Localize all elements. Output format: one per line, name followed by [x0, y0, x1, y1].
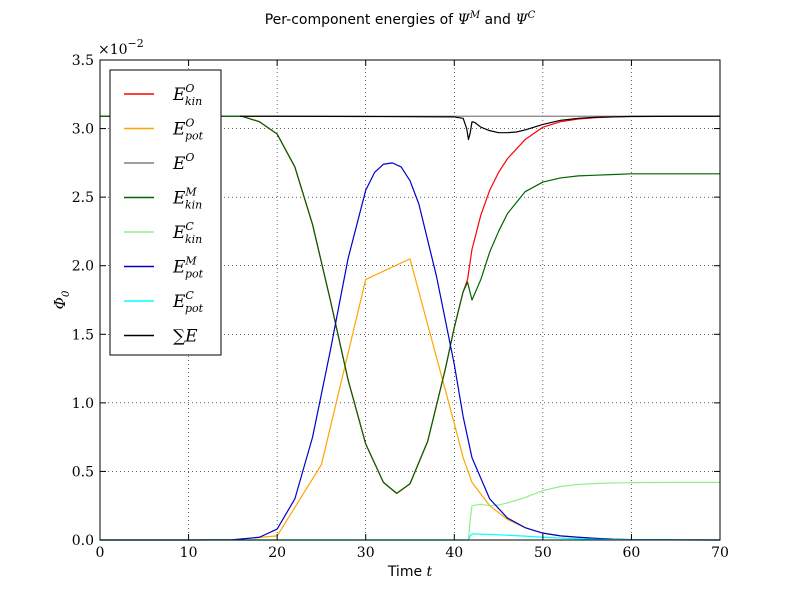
chart-title-psi-m-sup: M — [469, 10, 481, 21]
legend-label-sub: kin — [185, 95, 202, 108]
series-line-4 — [100, 481, 720, 541]
y-tick-label: 1.5 — [72, 327, 94, 343]
legend-label-sup: M — [184, 186, 197, 199]
chart-title-mid: and — [480, 12, 515, 28]
legend-label-base: ∑E — [173, 327, 198, 347]
legend-label: EM kin — [172, 186, 202, 212]
legend-label-sup: M — [184, 255, 197, 268]
y-tick-label: 0.5 — [72, 464, 94, 480]
legend-label-base: E — [172, 189, 186, 209]
axis-ticks — [99, 59, 721, 541]
legend-label-sub: kin — [185, 233, 202, 246]
legend-label-sup: O — [185, 82, 194, 95]
series-line-7 — [239, 115, 720, 141]
legend-label-sup: C — [185, 289, 194, 302]
y-tick-label: 3.0 — [72, 122, 94, 138]
legend-label: EC pot — [172, 289, 204, 315]
x-axis-label-text: Time — [387, 564, 427, 580]
series-line-5 — [100, 162, 721, 541]
y-tick-label: 3.5 — [72, 53, 94, 69]
legend-label: ∑E — [173, 327, 198, 347]
legend-label: EC kin — [172, 220, 202, 246]
legend-label-base: E — [172, 223, 186, 243]
legend-label-sup: C — [185, 220, 194, 233]
legend-label-sub: pot — [185, 130, 204, 143]
x-tick-label: 50 — [534, 545, 552, 561]
chart-title-psi-m: Ψ — [458, 12, 471, 28]
y-tick-label: 2.0 — [72, 259, 94, 275]
legend-label: EO kin — [172, 82, 202, 108]
x-tick-label: 0 — [96, 545, 105, 561]
chart-title-psi-c-sup: C — [528, 10, 536, 21]
legend-label-base: E — [172, 154, 186, 174]
legend-label-base: E — [172, 120, 186, 140]
chart-title: Per-component energies of ΨM and ΨC — [265, 10, 536, 28]
legend-label: EO pot — [172, 117, 204, 143]
x-axis-label: Time t — [387, 564, 433, 580]
series-line-3 — [100, 115, 720, 494]
legend-label-sub: kin — [185, 199, 202, 212]
x-tick-labels: 0 10 20 30 40 50 60 70 — [96, 545, 729, 561]
y-offset-base: ×10 — [98, 42, 128, 58]
chart-title-prefix: Per-component energies of — [265, 12, 458, 28]
legend-label-base: E — [172, 292, 186, 312]
y-offset-text: ×10−2 — [98, 37, 144, 58]
y-axis-label-sub: 0 — [61, 290, 72, 297]
x-axis-label-var: t — [427, 564, 433, 580]
x-tick-label: 10 — [180, 545, 198, 561]
y-tick-label: 0.0 — [72, 533, 94, 549]
y-axis-label-main: Φ — [51, 297, 69, 309]
y-offset-exp: −2 — [128, 37, 144, 50]
x-tick-label: 40 — [445, 545, 463, 561]
legend-label: EM pot — [172, 255, 204, 281]
plot-frame — [99, 59, 721, 541]
legend-box — [109, 69, 222, 356]
legend-label-base: E — [172, 258, 186, 278]
x-tick-label: 60 — [623, 545, 641, 561]
y-tick-label: 2.5 — [72, 190, 94, 206]
legend-label-sub: pot — [185, 302, 204, 315]
legend-label-base: E — [172, 85, 186, 105]
y-axis-label-text: Φ0 — [51, 290, 72, 309]
y-tick-labels: 0.0 0.5 1.0 1.5 2.0 2.5 3.0 3.5 — [72, 53, 94, 549]
x-tick-label: 70 — [711, 545, 729, 561]
legend-label-sup: O — [185, 151, 194, 164]
y-axis-label: Φ0 — [51, 290, 72, 309]
legend-label-sub: pot — [185, 268, 204, 281]
x-tick-label: 30 — [357, 545, 375, 561]
legend-label-sup: O — [185, 117, 194, 130]
y-tick-label: 1.0 — [72, 396, 94, 412]
x-tick-label: 20 — [268, 545, 286, 561]
legend-label: EO — [172, 151, 194, 174]
chart-title-psi-c: Ψ — [515, 12, 528, 28]
